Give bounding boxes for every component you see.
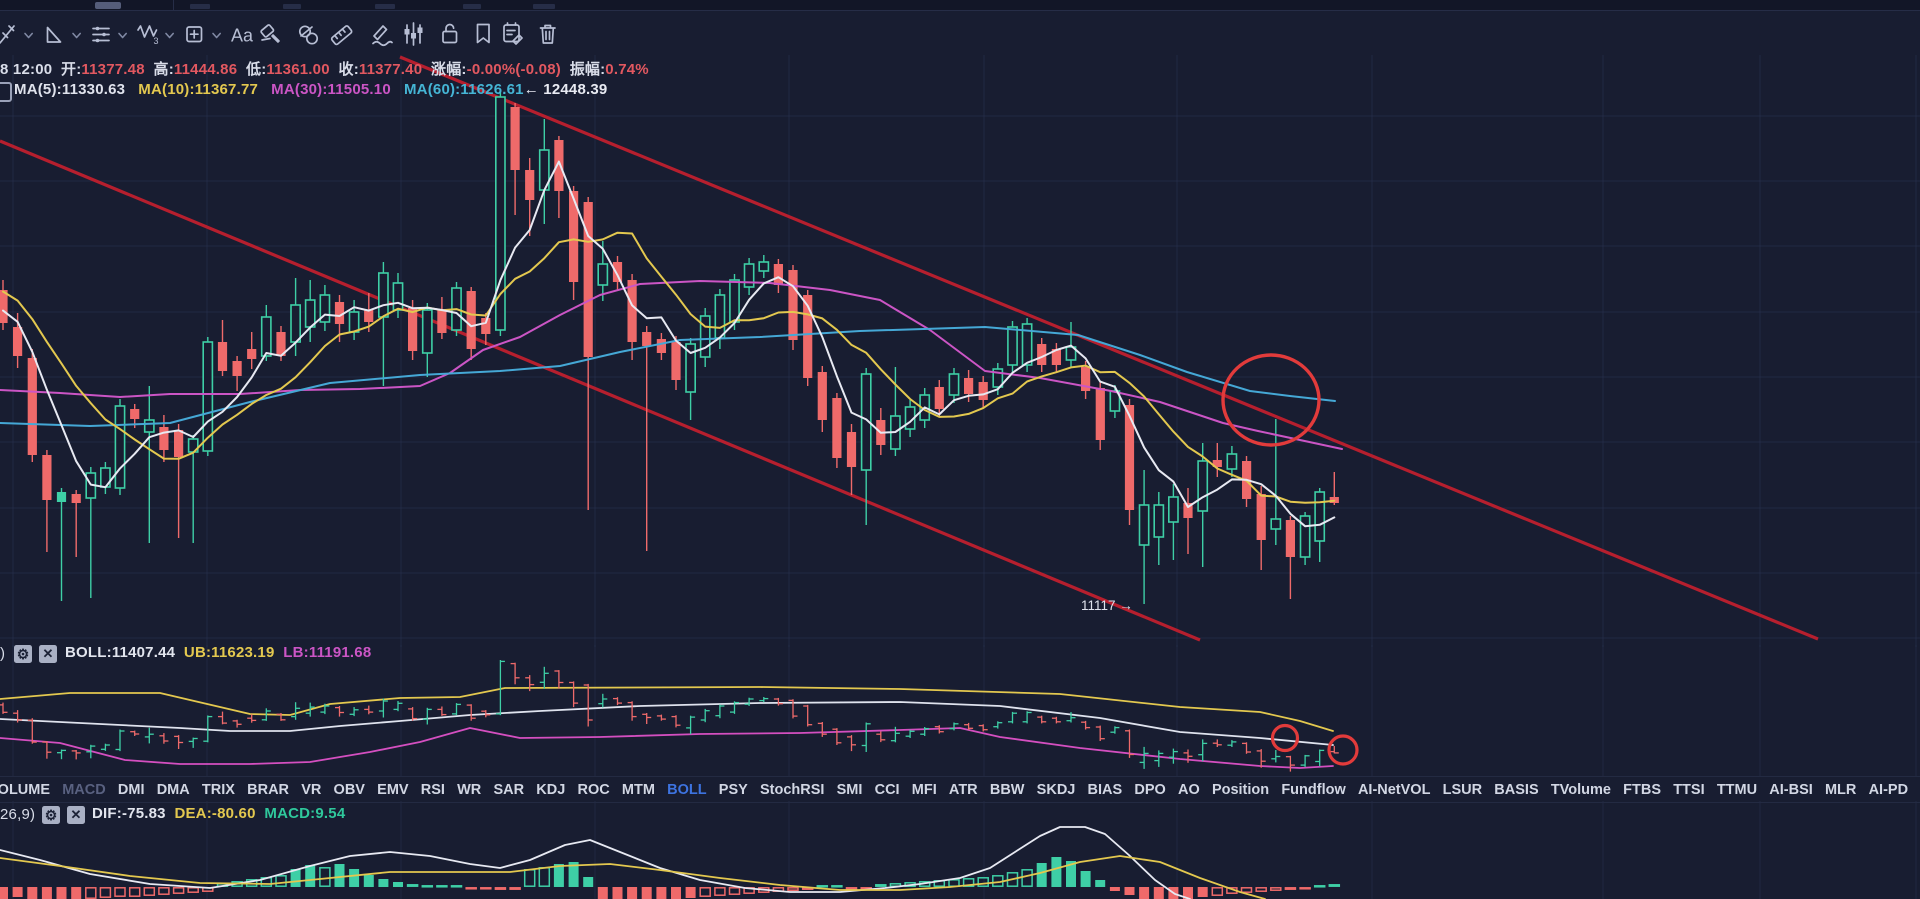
svg-text:11117 →: 11117 → xyxy=(1081,598,1133,613)
svg-text:Aa: Aa xyxy=(231,26,254,46)
svg-text:3: 3 xyxy=(154,36,159,46)
